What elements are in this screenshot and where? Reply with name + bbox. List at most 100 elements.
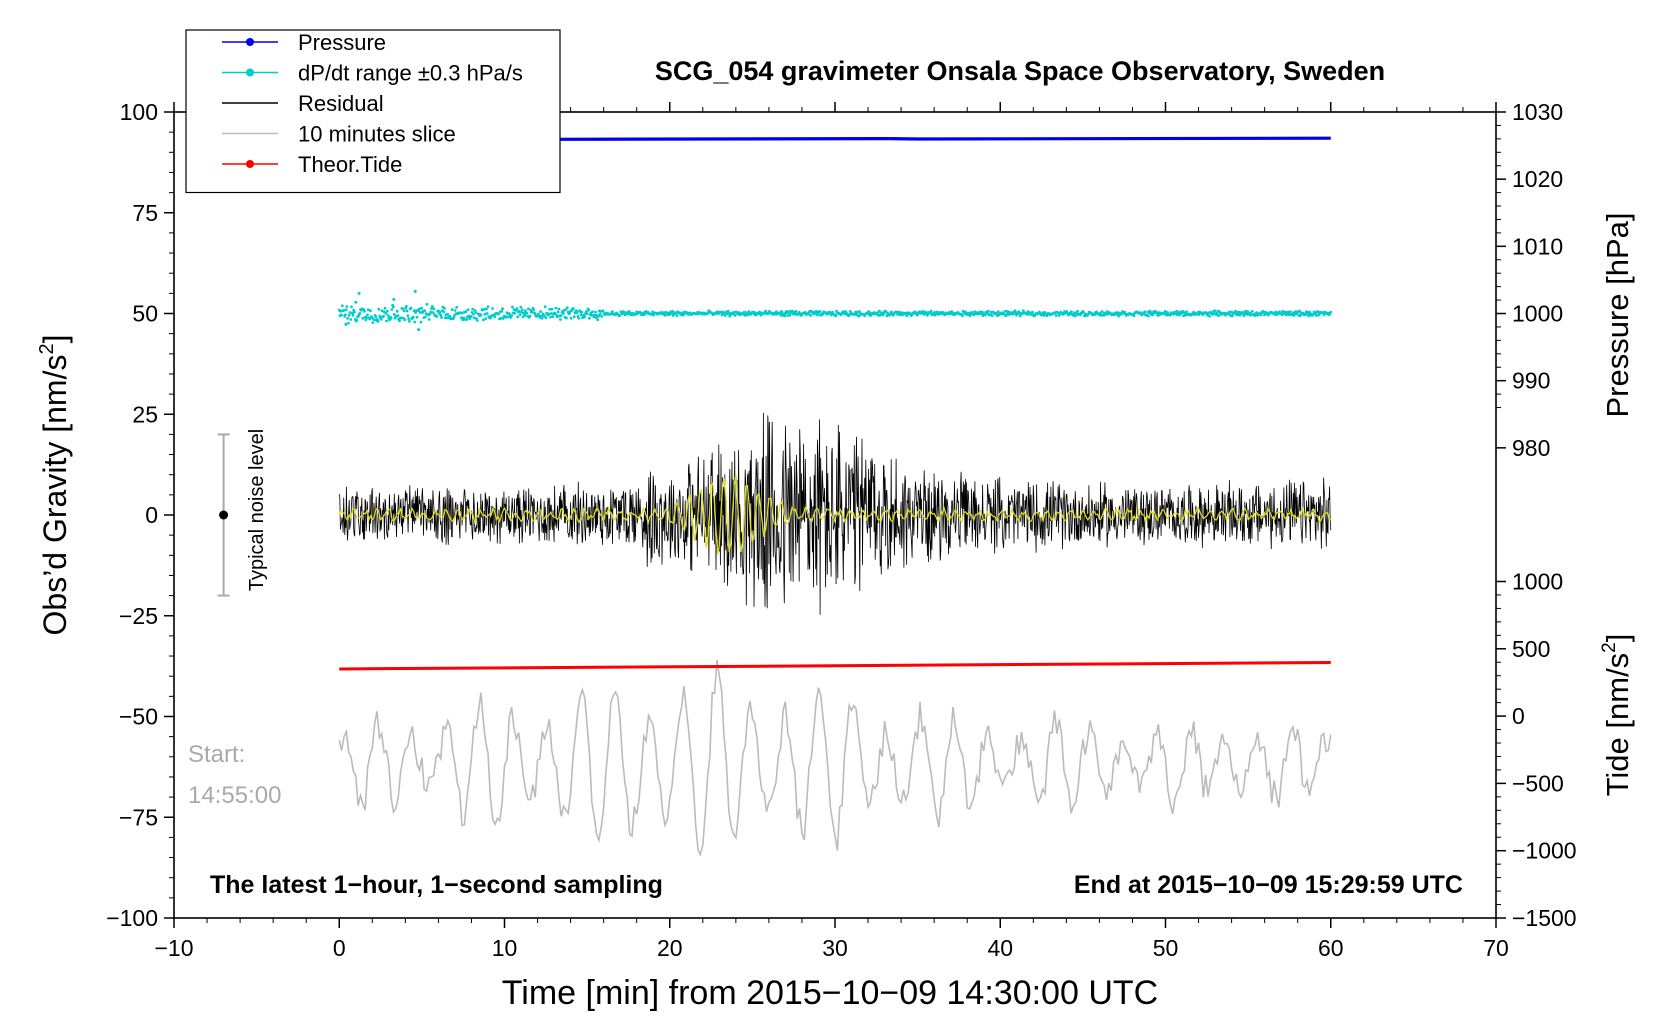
dpdt-point: [439, 313, 443, 317]
dpdt-point: [419, 320, 423, 324]
dpdt-point: [483, 312, 487, 316]
dpdt-point: [728, 314, 732, 318]
slice-series-line: [338, 659, 1332, 857]
dpdt-point: [550, 307, 554, 311]
dpdt-point: [1234, 309, 1237, 313]
dpdt-point: [347, 313, 351, 317]
dpdt-point: [442, 310, 446, 314]
dpdt-point: [507, 312, 511, 315]
dpdt-point: [390, 308, 394, 311]
dpdt-point: [597, 314, 600, 318]
dpdt-point: [1304, 313, 1307, 316]
dpdt-point: [452, 316, 456, 319]
dpdt-point: [559, 314, 563, 317]
dpdt-point: [413, 320, 417, 324]
dpdt-point: [417, 307, 421, 311]
dpdt-point: [523, 314, 526, 317]
dpdt-point: [431, 311, 435, 314]
dpdt-point: [395, 309, 399, 313]
dpdt-point: [1150, 311, 1153, 314]
dpdt-point: [572, 315, 576, 319]
dpdt-point: [890, 310, 893, 314]
dpdt-point: [733, 314, 737, 317]
dpdt-point: [424, 315, 427, 319]
dpdt-point: [1163, 310, 1167, 313]
dpdt-point: [340, 313, 343, 317]
dpdt-point: [564, 308, 568, 311]
dpdt-point: [857, 314, 860, 318]
dpdt-point: [510, 314, 513, 317]
legend-entry-label: dP/dt range ±0.3 hPa/s: [298, 61, 523, 86]
dpdt-point: [418, 311, 422, 314]
dpdt-point: [594, 310, 597, 314]
dpdt-point: [472, 316, 476, 320]
dpdt-point: [472, 312, 475, 316]
dpdt-point: [405, 305, 408, 308]
pressure-series-line: [339, 136, 1331, 142]
dpdt-point: [601, 309, 605, 313]
dpdt-point: [344, 313, 347, 317]
dpdt-point: [1012, 312, 1015, 316]
dpdt-point: [466, 308, 470, 312]
dpdt-point: [376, 320, 380, 323]
dpdt-point: [430, 307, 433, 310]
y-tick-label: 25: [132, 401, 158, 427]
y-tick-label: 75: [132, 200, 158, 226]
dpdt-point: [365, 316, 369, 320]
dpdt-point: [1322, 313, 1326, 317]
dpdt-point: [532, 308, 536, 312]
smoothed-residual-line: [338, 474, 1331, 555]
dpdt-point: [788, 313, 792, 317]
dpdt-point: [572, 307, 575, 311]
dpdt-point: [814, 310, 818, 313]
pressure-tick-label: 980: [1512, 435, 1550, 461]
dpdt-point: [1217, 314, 1220, 317]
pressure-tick-label: 990: [1512, 368, 1550, 394]
y-tick-label: −50: [119, 704, 158, 730]
dpdt-point: [407, 317, 411, 321]
dpdt-point: [1057, 314, 1061, 317]
dpdt-point: [448, 314, 452, 318]
dpdt-point: [580, 310, 584, 314]
dpdt-point: [1253, 314, 1257, 317]
dpdt-point: [517, 309, 521, 313]
dpdt-point: [1025, 313, 1029, 316]
chart-title: SCG_054 gravimeter Onsala Space Observat…: [655, 56, 1385, 86]
dpdt-point: [575, 311, 579, 315]
dpdt-point: [783, 314, 787, 318]
tide-tick-label: −500: [1512, 770, 1564, 796]
dpdt-point: [1250, 309, 1254, 313]
dpdt-point: [1093, 313, 1097, 316]
dpdt-point: [577, 316, 581, 320]
dpdt-point: [1143, 310, 1147, 314]
x-axis-label: Time [min] from 2015−10−09 14:30:00 UTC: [502, 974, 1158, 1012]
tide-tick-label: 1000: [1512, 568, 1563, 594]
dpdt-point: [1054, 314, 1058, 317]
dpdt-point: [1316, 310, 1320, 314]
dpdt-point: [432, 307, 436, 311]
dpdt-point: [399, 316, 403, 320]
tide-axis-label: Tide [nm/s2]: [1599, 634, 1635, 797]
start-time-label: 14:55:00: [188, 782, 281, 809]
dpdt-point: [522, 311, 526, 315]
dpdt-point: [579, 313, 583, 316]
dpdt-point: [610, 310, 614, 313]
dpdt-point: [549, 312, 553, 315]
dpdt-point: [565, 316, 568, 320]
dpdt-point: [1151, 313, 1155, 316]
dpdt-point: [371, 321, 375, 324]
dpdt-point: [511, 305, 514, 309]
dpdt-point: [525, 311, 529, 315]
dpdt-point: [485, 312, 489, 315]
y-tick-label: 50: [132, 301, 158, 327]
dpdt-point: [520, 311, 523, 314]
dpdt-point: [559, 318, 562, 321]
dpdt-point: [553, 311, 557, 315]
dpdt-point: [385, 309, 389, 313]
dpdt-point: [720, 313, 724, 317]
dpdt-point: [515, 307, 519, 311]
dpdt-point: [368, 317, 372, 321]
legend-entry-label: Residual: [298, 91, 384, 116]
dpdt-point: [565, 306, 569, 310]
dpdt-point: [377, 307, 381, 311]
